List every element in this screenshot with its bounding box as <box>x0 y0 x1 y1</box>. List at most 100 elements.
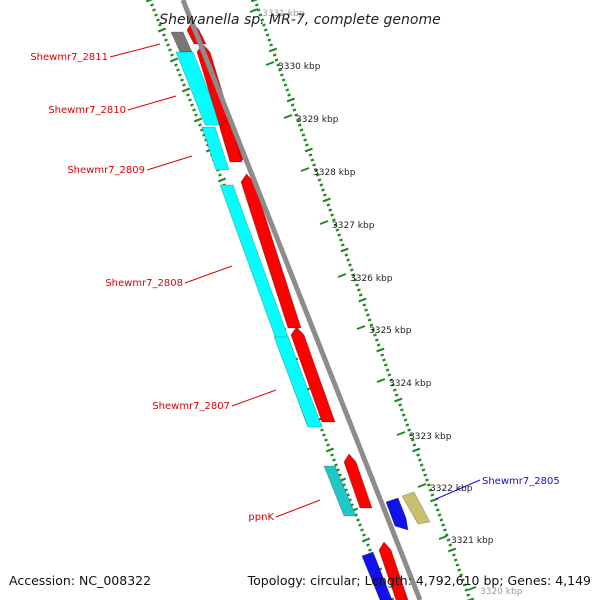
gene-label[interactable]: ppnK <box>248 512 274 523</box>
right-tick <box>394 397 403 403</box>
right-tick <box>317 178 322 182</box>
reverse-gene-arrow <box>361 551 393 600</box>
forward-gene-arrow <box>378 541 409 600</box>
right-tick <box>369 323 374 327</box>
right-tick <box>380 353 385 357</box>
right-tick <box>400 408 404 412</box>
right-tick <box>283 83 288 87</box>
right-tick <box>312 163 317 167</box>
left-tick <box>157 27 167 33</box>
kbp-label: 3322 kbp <box>430 484 473 494</box>
kbp-major-tick <box>396 431 406 436</box>
right-tick <box>405 423 410 427</box>
right-tick <box>292 108 297 112</box>
kbp-label: 3320 kbp <box>480 587 523 597</box>
left-tick <box>152 8 156 12</box>
kbp-label: 3323 kbp <box>409 432 452 442</box>
gene-label[interactable]: Shewmr7_2805 <box>482 476 560 487</box>
left-tick <box>356 518 360 522</box>
gene-labels: Shewmr7_2811 Shewmr7_2810 Shewmr7_2809 Shew… <box>30 43 560 523</box>
right-tick <box>439 518 444 522</box>
kbp-scale-labels: 3331 kbp 3330 kbp 3329 kbp 3328 kbp 3327 kbp… <box>249 8 523 597</box>
right-tick <box>315 173 320 177</box>
left-tick <box>194 113 198 117</box>
genome-summary-text: Topology: circular; Length: 4,792,610 bp… <box>247 573 591 588</box>
left-tick <box>334 463 338 467</box>
left-tick <box>164 38 168 42</box>
right-tick <box>321 188 325 192</box>
right-tick <box>290 103 295 107</box>
right-tick <box>267 38 272 42</box>
kbp-major-tick <box>337 273 347 278</box>
right-tick <box>335 228 340 232</box>
left-tick <box>360 528 364 532</box>
right-tick <box>331 218 336 222</box>
left-tick <box>325 447 335 453</box>
right-tick <box>425 478 429 482</box>
left-tick <box>166 43 170 47</box>
right-tick <box>444 533 449 537</box>
left-tick <box>387 597 395 600</box>
left-tick <box>336 468 340 472</box>
right-tick <box>330 213 334 217</box>
right-tick <box>382 358 386 362</box>
right-tick <box>310 158 315 162</box>
left-tick <box>193 117 203 123</box>
right-tick <box>348 263 352 267</box>
kbp-major-tick <box>438 535 448 540</box>
gene-label[interactable]: Shewmr7_2809 <box>67 165 145 176</box>
right-tick <box>460 578 465 582</box>
right-tick <box>301 133 306 137</box>
left-tick <box>180 78 184 82</box>
gene-label[interactable]: Shewmr7_2807 <box>152 401 230 412</box>
kbp-label: 3331 kbp <box>262 9 305 19</box>
gene-label[interactable]: Shewmr7_2811 <box>30 52 108 63</box>
right-tick <box>344 253 349 257</box>
right-tick <box>303 138 308 142</box>
right-tick <box>394 393 399 397</box>
right-tick <box>294 113 299 117</box>
right-tick <box>351 273 356 277</box>
kbp-major-tick <box>283 114 293 119</box>
left-tick <box>326 443 330 447</box>
left-tick <box>188 98 192 102</box>
right-tick <box>459 573 463 577</box>
left-tick <box>156 18 160 22</box>
left-tick <box>362 533 366 537</box>
left-tick <box>320 428 324 432</box>
map-title: Shewanella sp. MR-7, complete genome <box>159 12 440 28</box>
gene-leader-line <box>435 479 481 500</box>
right-tick <box>417 458 422 462</box>
right-tick <box>446 538 451 542</box>
gene-label[interactable]: Shewmr7_2808 <box>105 278 183 289</box>
kbp-label: 3326 kbp <box>350 274 393 284</box>
gene-leader-line <box>127 95 177 111</box>
left-tick <box>186 93 190 97</box>
right-tick <box>353 278 358 282</box>
right-tick <box>333 223 338 227</box>
gene-label[interactable]: Shewmr7_2810 <box>48 105 126 116</box>
right-tick <box>319 183 324 187</box>
reverse-gene-arrow-2805 <box>385 497 409 531</box>
grey-feature-block <box>170 31 193 53</box>
left-tick <box>170 53 174 57</box>
right-tick <box>462 583 467 587</box>
right-tick <box>364 308 368 312</box>
kbp-label: 3321 kbp <box>451 536 494 546</box>
gene-leader-line <box>146 155 193 171</box>
left-tick <box>145 0 153 3</box>
kbp-major-tick <box>319 220 329 225</box>
right-tick <box>276 63 281 67</box>
right-tick <box>279 73 284 77</box>
genome-backbone <box>180 0 423 600</box>
right-tick <box>340 243 345 247</box>
kbp-major-tick <box>300 167 310 172</box>
right-tick <box>287 93 291 97</box>
right-tick <box>269 43 274 47</box>
right-tick <box>305 143 309 147</box>
gene-leader-line <box>184 265 233 284</box>
right-tick <box>349 268 354 272</box>
right-tick <box>340 247 349 253</box>
right-tick <box>308 153 313 157</box>
